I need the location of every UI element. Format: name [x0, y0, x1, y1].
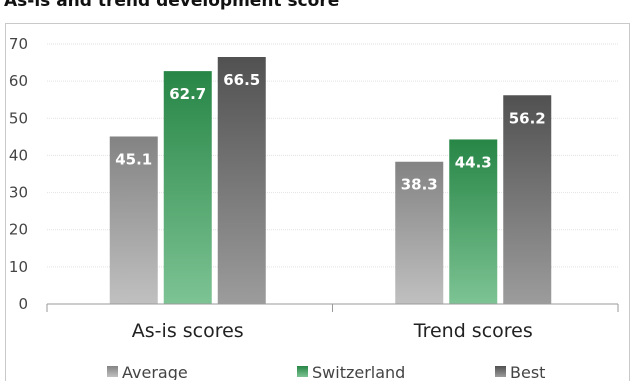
data-label-best-trend-scores: 56.2	[509, 109, 546, 127]
bar-switzerland-as-is-scores	[163, 71, 212, 304]
data-label-best-as-is-scores: 66.5	[223, 71, 260, 89]
legend: Average Switzerland Best	[107, 363, 545, 380]
y-tick-label-20: 20	[9, 221, 28, 239]
y-axis: 0 10 20 30 40 50 60 70	[9, 35, 28, 313]
y-tick-label-30: 30	[9, 184, 28, 202]
chart-frame	[5, 23, 630, 381]
legend-label-switzerland: Switzerland	[312, 363, 405, 380]
data-label-average-trend-scores: 38.3	[401, 176, 438, 194]
data-label-switzerland-trend-scores: 44.3	[455, 153, 492, 171]
legend-swatch-best	[495, 366, 506, 377]
bar-average-as-is-scores	[109, 136, 158, 304]
y-tick-label-0: 0	[18, 295, 28, 313]
legend-swatch-switzerland	[297, 366, 308, 377]
legend-label-average: Average	[122, 363, 188, 380]
y-tick-label-60: 60	[9, 72, 28, 90]
legend-label-best: Best	[510, 363, 545, 380]
x-category-label-trend-scores: Trend scores	[413, 320, 533, 342]
bar-switzerland-trend-scores	[449, 139, 498, 304]
y-tick-label-50: 50	[9, 109, 28, 127]
y-tick-label-10: 10	[9, 258, 28, 276]
chart-title: As-is and trend development score	[4, 0, 340, 11]
y-tick-label-70: 70	[9, 35, 28, 53]
bar-best-trend-scores	[503, 95, 552, 304]
bar-best-as-is-scores	[217, 57, 266, 304]
x-category-label-as-is-scores: As-is scores	[132, 320, 244, 342]
bar-average-trend-scores	[395, 161, 444, 304]
legend-swatch-average	[107, 366, 118, 377]
bars: 45.1 62.7 66.5 38.3 44.3 56.2	[109, 57, 552, 304]
data-label-switzerland-as-is-scores: 62.7	[169, 85, 206, 103]
data-label-average-as-is-scores: 45.1	[115, 150, 152, 168]
x-axis: As-is scores Trend scores	[46, 303, 619, 342]
y-tick-label-40: 40	[9, 146, 28, 164]
